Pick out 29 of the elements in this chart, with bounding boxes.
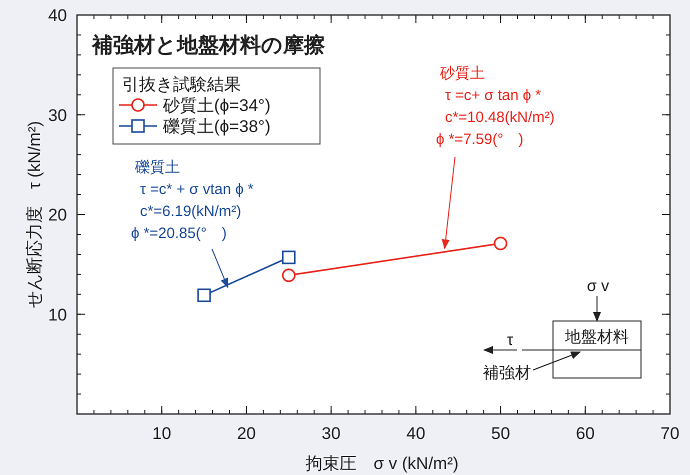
point	[197, 288, 211, 302]
x-tick-label: 40	[406, 424, 426, 443]
x-tick-label: 20	[236, 424, 256, 443]
annotation: 砂質土 τ =c+ σ tan ϕ * c*=10.48(kN/m²) ϕ *=7.59(° )	[436, 65, 555, 250]
annotation: τ	[506, 332, 514, 349]
annotation: 砂質土 τ =c+ σ tan ϕ * c*=10.48(kN/m²) ϕ *=7.59(° )	[436, 65, 555, 148]
annotation: 地盤材料	[564, 328, 629, 346]
annotation: 礫質土 τ =c* + σ vtan ϕ * c*=6.19(kN/m²) ϕ *=20.85(° )	[131, 159, 254, 288]
legend-label: 礫質土(ϕ=38°)	[162, 117, 270, 136]
x-tick-label: 30	[322, 424, 341, 443]
point	[494, 236, 508, 250]
point	[282, 268, 296, 282]
annotation: 礫質土 τ =c* + σ vtan ϕ * c*=6.19(kN/m²) ϕ *=20.85(° )	[131, 159, 254, 242]
legend-label: 砂質土(ϕ=34°)	[162, 96, 270, 115]
y-tick-label: 40	[48, 6, 67, 25]
x-tick-label: 10	[152, 424, 172, 443]
x-tick-label: 50	[491, 424, 510, 443]
y-tick-label: 30	[48, 106, 67, 125]
x-axis-title: 拘束圧 σ v (kN/m²)	[305, 454, 459, 473]
y-tick-label: 20	[48, 206, 67, 224]
y-tick-label: 10	[48, 305, 67, 324]
y-axis-title: せん断応力度 τ (kN/m²)	[25, 120, 44, 308]
legend-title: 引抜き試験結果	[122, 75, 241, 94]
x-tick-label: 60	[576, 424, 595, 443]
point	[282, 250, 296, 264]
annotation: σ v	[586, 278, 610, 295]
text: 補強材と地盤材料の摩擦	[91, 33, 326, 57]
x-tick-label: 70	[660, 424, 680, 443]
annotation: 補強材	[483, 364, 531, 382]
